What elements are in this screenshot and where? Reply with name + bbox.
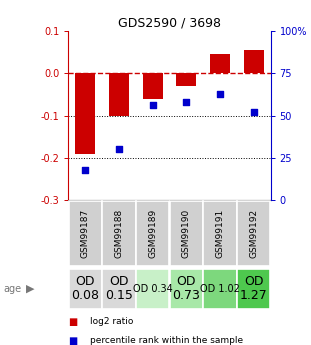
Point xyxy=(83,167,88,172)
Text: ▶: ▶ xyxy=(26,284,35,294)
Text: log2 ratio: log2 ratio xyxy=(90,317,133,326)
Text: OD
0.08: OD 0.08 xyxy=(71,275,99,303)
Point xyxy=(184,99,189,105)
Bar xyxy=(203,201,237,266)
Bar xyxy=(102,201,136,266)
Text: age: age xyxy=(3,284,21,294)
Text: GSM99192: GSM99192 xyxy=(249,209,258,258)
Title: GDS2590 / 3698: GDS2590 / 3698 xyxy=(118,17,221,30)
Bar xyxy=(69,201,102,266)
Text: GSM99188: GSM99188 xyxy=(114,209,123,258)
Text: GSM99187: GSM99187 xyxy=(81,209,90,258)
Bar xyxy=(244,50,264,73)
Point xyxy=(217,91,222,96)
Bar xyxy=(75,73,95,154)
Bar xyxy=(237,269,270,309)
Text: GSM99191: GSM99191 xyxy=(216,209,225,258)
Point xyxy=(251,109,256,115)
Text: percentile rank within the sample: percentile rank within the sample xyxy=(90,336,243,345)
Bar xyxy=(102,269,136,309)
Bar xyxy=(210,54,230,73)
Bar xyxy=(136,269,169,309)
Text: ■: ■ xyxy=(68,336,78,345)
Bar xyxy=(142,73,163,99)
Bar xyxy=(170,269,203,309)
Text: GSM99190: GSM99190 xyxy=(182,209,191,258)
Text: OD
1.27: OD 1.27 xyxy=(240,275,267,303)
Bar xyxy=(170,201,203,266)
Bar xyxy=(69,269,102,309)
Bar xyxy=(109,73,129,116)
Text: OD 0.34: OD 0.34 xyxy=(133,284,173,294)
Text: OD
0.73: OD 0.73 xyxy=(172,275,200,303)
Text: GSM99189: GSM99189 xyxy=(148,209,157,258)
Point xyxy=(150,103,155,108)
Bar xyxy=(203,269,237,309)
Text: OD
0.15: OD 0.15 xyxy=(105,275,133,303)
Point xyxy=(116,147,121,152)
Bar xyxy=(136,201,169,266)
Bar xyxy=(237,201,270,266)
Bar xyxy=(176,73,197,86)
Text: OD 1.02: OD 1.02 xyxy=(200,284,240,294)
Text: ■: ■ xyxy=(68,317,78,327)
